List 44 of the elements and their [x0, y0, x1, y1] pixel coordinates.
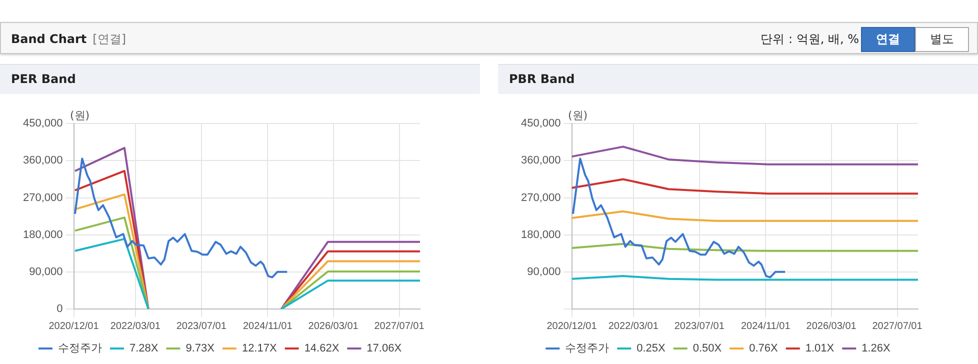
legend-label: 12.17X: [242, 342, 278, 355]
x-tick-label: 2020/12/01: [48, 320, 100, 332]
chart-title: PBR Band: [498, 64, 978, 94]
y-tick-label: 270,000: [520, 192, 561, 204]
y-tick-label: 360,000: [520, 154, 561, 167]
text: 단위 : 억원, 배, %: [760, 31, 859, 48]
chart-title: PER Band: [0, 64, 480, 94]
x-tick-label: 2023/07/01: [176, 320, 227, 332]
x-tick-label: 2022/03/01: [110, 320, 161, 332]
x-tick-label: 2026/03/01: [806, 320, 857, 332]
y-tick-label: 90,000: [527, 266, 561, 278]
x-tick-label: 2022/03/01: [608, 320, 659, 332]
legend-label: 0.76X: [749, 342, 779, 355]
y-tick-label: 180,000: [520, 228, 561, 241]
y-tick-label: 180,000: [22, 228, 63, 241]
y-axis-title: (원): [568, 108, 588, 123]
y-tick-label: 450,000: [22, 118, 63, 130]
legend-label: 1.26X: [862, 342, 892, 355]
legend-label: 0.50X: [692, 342, 722, 355]
y-tick-label: 0: [56, 303, 63, 316]
legend-label: 17.06X: [366, 342, 402, 355]
y-tick-label: 270,000: [22, 192, 63, 204]
y-tick-label: 90,000: [29, 266, 63, 278]
x-tick-label: 2026/03/01: [308, 320, 359, 332]
text: [연결]: [92, 32, 126, 46]
text: 연결: [861, 27, 915, 52]
legend-label: 9.73X: [186, 342, 216, 355]
x-tick-label: 2020/12/01: [546, 320, 598, 332]
text: 별도: [915, 27, 969, 52]
legend-label: 1.01X: [805, 342, 835, 355]
x-tick-label: 2024/11/01: [242, 320, 293, 332]
legend-label: 7.28X: [129, 342, 159, 355]
y-tick-label: 360,000: [22, 154, 63, 167]
x-tick-label: 2024/11/01: [740, 320, 791, 332]
legend-label: 수정주가: [58, 342, 102, 355]
legend-label: 수정주가: [565, 342, 610, 355]
x-tick-label: 2027/07/01: [374, 320, 425, 332]
legend-label: 14.62X: [304, 342, 340, 355]
y-axis-title: (원): [70, 108, 90, 123]
x-tick-label: 2027/07/01: [872, 320, 923, 332]
legend-label: 0.25X: [636, 342, 666, 355]
text: Band Chart: [11, 32, 87, 46]
y-tick-label: 450,000: [520, 118, 561, 130]
x-tick-label: 2023/07/01: [674, 320, 725, 332]
